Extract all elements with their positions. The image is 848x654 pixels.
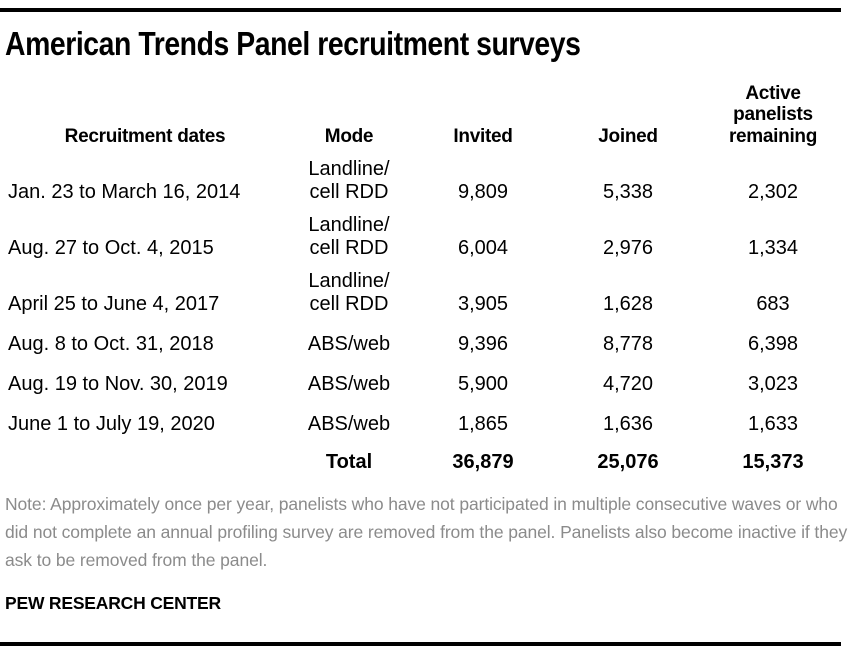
column-header-recruitment-dates: Recruitment dates [64,125,226,147]
column-header-joined: Joined [598,125,658,147]
table-total-row: Total 36,879 25,076 15,373 [0,438,848,476]
cell-mode: ABS/web [307,332,391,355]
cell-active-remaining: 6,398 [747,332,799,355]
cell-recruitment-dates: June 1 to July 19, 2020 [8,412,215,435]
cell-recruitment-dates: Aug. 19 to Nov. 30, 2019 [8,372,228,395]
cell-mode: Landline/cell RDD [308,214,390,259]
cell-mode: Landline/cell RDD [308,270,390,315]
cell-active-remaining: 3,023 [747,372,799,395]
table-header-row: Recruitment dates Mode Invited Joined Ac… [0,80,848,150]
cell-invited: 3,905 [457,292,509,315]
cell-active-remaining: 1,334 [747,236,799,259]
cell-recruitment-dates: April 25 to June 4, 2017 [8,292,220,315]
table-body: Jan. 23 to March 16, 2014 Landline/cell … [0,150,848,476]
table-row: April 25 to June 4, 2017 Landline/cell R… [0,262,848,318]
table-row: Jan. 23 to March 16, 2014 Landline/cell … [0,150,848,206]
table-header: Recruitment dates Mode Invited Joined Ac… [0,80,848,150]
cell-mode: Landline/cell RDD [308,158,390,203]
column-header-invited: Invited [453,125,513,147]
table-row: Aug. 8 to Oct. 31, 2018 ABS/web 9,396 8,… [0,318,848,358]
column-header-active-panelists-remaining: Active panelists remaining [728,83,818,147]
cell-empty [0,438,290,476]
recruitment-table: Recruitment dates Mode Invited Joined Ac… [0,80,848,476]
bottom-rule [0,642,841,646]
cell-invited: 6,004 [457,236,509,259]
page-title: American Trends Panel recruitment survey… [5,25,581,62]
cell-joined: 5,338 [602,180,654,203]
cell-joined: 4,720 [602,372,654,395]
cell-joined: 1,628 [602,292,654,315]
source-attribution: PEW RESEARCH CENTER [5,593,221,613]
cell-joined: 1,636 [602,412,654,435]
top-rule [0,8,841,12]
total-label: Total [325,450,373,473]
cell-recruitment-dates: Aug. 8 to Oct. 31, 2018 [8,332,214,355]
column-header-mode: Mode [324,125,374,147]
cell-invited: 1,865 [457,412,509,435]
total-invited: 36,879 [452,450,514,473]
cell-mode: ABS/web [307,412,391,435]
total-joined: 25,076 [597,450,659,473]
cell-joined: 2,976 [602,236,654,259]
cell-mode: ABS/web [307,372,391,395]
total-active-remaining: 15,373 [742,450,804,473]
cell-joined: 8,778 [602,332,654,355]
cell-active-remaining: 683 [756,292,790,315]
cell-active-remaining: 2,302 [747,180,799,203]
cell-active-remaining: 1,633 [747,412,799,435]
cell-recruitment-dates: Aug. 27 to Oct. 4, 2015 [8,236,214,259]
cell-invited: 5,900 [457,372,509,395]
table-row: Aug. 19 to Nov. 30, 2019 ABS/web 5,900 4… [0,358,848,398]
cell-invited: 9,396 [457,332,509,355]
figure-note: Note: Approximately once per year, panel… [5,494,848,570]
cell-invited: 9,809 [457,180,509,203]
table-row: June 1 to July 19, 2020 ABS/web 1,865 1,… [0,398,848,438]
table-row: Aug. 27 to Oct. 4, 2015 Landline/cell RD… [0,206,848,262]
cell-recruitment-dates: Jan. 23 to March 16, 2014 [8,180,241,203]
